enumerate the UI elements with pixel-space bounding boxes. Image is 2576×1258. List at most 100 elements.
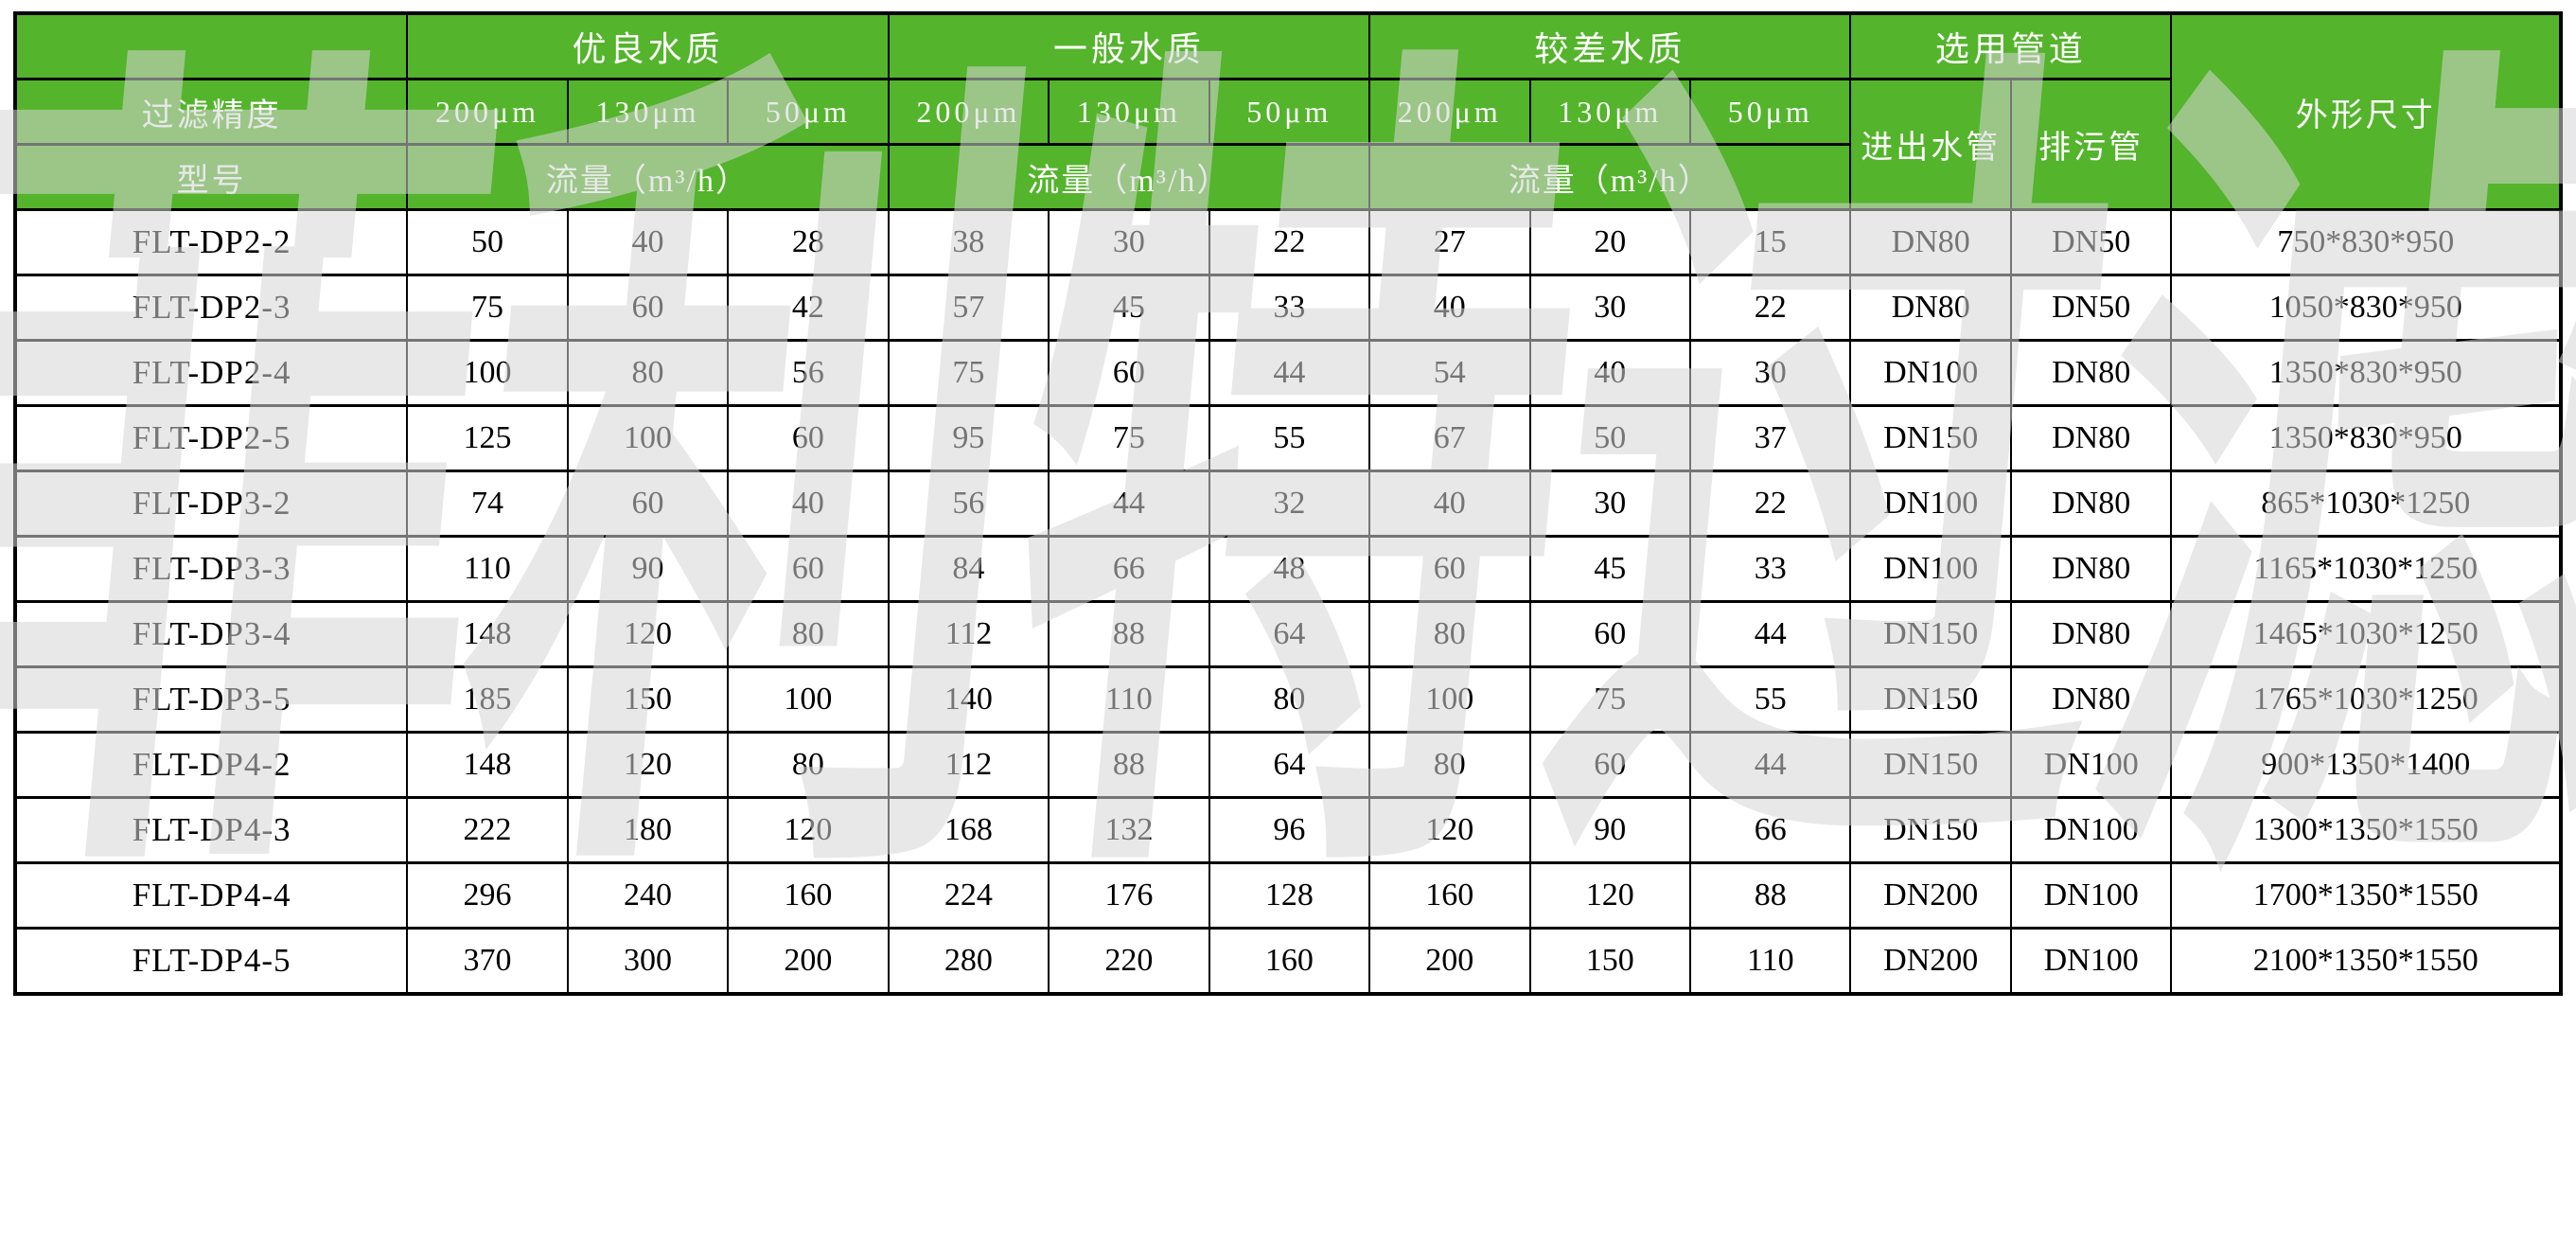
table-row: FLT-DP2-2 50 40 28 38 30 22 27 20 15 DN80 DN50 750*8… xyxy=(13,208,2562,276)
flow-cell: 120 xyxy=(566,600,730,668)
flow-cell: 80 xyxy=(566,339,730,407)
flow-cell: 44 xyxy=(1048,470,1210,538)
table-row: FLT-DP3-3 110 90 60 84 66 48 60 45 33 DN100 DN80 116… xyxy=(13,535,2562,603)
flow-cell: 55 xyxy=(1208,404,1371,472)
header-row-flow: 型号 流量（m³/h） 流量（m³/h） 流量（m³/h） xyxy=(13,143,2561,211)
dimensions-cell: 1165*1030*1250 xyxy=(2170,535,2562,603)
table-row: FLT-DP4-5 370 300 200 280 220 160 200 150 110 DN20… xyxy=(13,927,2562,996)
flow-cell: 90 xyxy=(566,535,730,603)
header-drain-pipe: 排污管 xyxy=(2009,78,2173,211)
table-row: FLT-DP4-3 222 180 120 168 132 96 120 90 66 DN150 DN… xyxy=(13,796,2562,864)
flow-cell: 45 xyxy=(1048,274,1210,342)
flow-cell: 55 xyxy=(1688,665,1852,734)
flow-cell: 176 xyxy=(1048,861,1210,930)
dimensions-cell: 2100*1350*1550 xyxy=(2170,927,2562,996)
header-130um-excellent: 130μm xyxy=(566,78,730,146)
flow-cell: 66 xyxy=(1048,535,1210,603)
flow-cell: 220 xyxy=(1048,927,1210,996)
flow-cell: 33 xyxy=(1688,535,1852,603)
flow-cell: 100 xyxy=(566,404,730,472)
inlet-outlet-pipe-cell: DN150 xyxy=(1849,404,2012,472)
flow-cell: 80 xyxy=(1368,600,1531,668)
header-50um-poor: 50μm xyxy=(1688,78,1852,146)
table-row: FLT-DP2-4 100 80 56 75 60 44 54 40 30 DN100 DN80 135… xyxy=(13,339,2562,407)
flow-cell: 168 xyxy=(887,796,1050,864)
flow-cell: 22 xyxy=(1688,470,1852,538)
inlet-outlet-pipe-cell: DN150 xyxy=(1849,665,2012,734)
flow-cell: 60 xyxy=(1368,535,1531,603)
model-cell: FLT-DP2-3 xyxy=(13,274,409,342)
drain-pipe-cell: DN100 xyxy=(2009,796,2173,864)
flow-cell: 300 xyxy=(566,927,730,996)
flow-cell: 88 xyxy=(1048,600,1210,668)
group-selected-pipes: 选用管道 xyxy=(1849,11,2173,80)
model-cell: FLT-DP3-2 xyxy=(13,470,409,538)
header-130um-poor: 130μm xyxy=(1528,78,1692,146)
flow-cell: 80 xyxy=(1208,665,1371,734)
flow-cell: 56 xyxy=(887,470,1050,538)
header-130um-general: 130μm xyxy=(1048,78,1210,146)
dimensions-cell: 1465*1030*1250 xyxy=(2170,600,2562,668)
table-header: 优良水质 一般水质 较差水质 选用管道 外形尺寸 过滤精度 200μm 130μ… xyxy=(13,11,2562,211)
flow-cell: 112 xyxy=(887,600,1050,668)
inlet-outlet-pipe-cell: DN100 xyxy=(1849,470,2012,538)
flow-cell: 40 xyxy=(1528,339,1692,407)
flow-cell: 57 xyxy=(887,274,1050,342)
flow-cell: 148 xyxy=(406,600,569,668)
header-filter-precision: 过滤精度 xyxy=(13,78,409,146)
flow-cell: 40 xyxy=(1368,274,1531,342)
flow-cell: 27 xyxy=(1368,208,1531,276)
header-model: 型号 xyxy=(13,143,409,211)
flow-cell: 132 xyxy=(1048,796,1210,864)
model-cell: FLT-DP4-2 xyxy=(13,731,409,799)
model-cell: FLT-DP4-5 xyxy=(13,927,409,996)
dimensions-cell: 1765*1030*1250 xyxy=(2170,665,2562,734)
model-cell: FLT-DP4-4 xyxy=(13,861,409,930)
flow-cell: 74 xyxy=(406,470,569,538)
flow-cell: 15 xyxy=(1688,208,1852,276)
flow-cell: 112 xyxy=(887,731,1050,799)
flow-cell: 160 xyxy=(727,861,890,930)
flow-cell: 120 xyxy=(566,731,730,799)
flow-cell: 40 xyxy=(1368,470,1531,538)
flow-cell: 160 xyxy=(1208,927,1371,996)
header-flow-excellent: 流量（m³/h） xyxy=(406,143,890,211)
table-row: FLT-DP3-4 148 120 80 112 88 64 80 60 44 DN150 DN80 1… xyxy=(13,600,2562,668)
flow-cell: 200 xyxy=(727,927,890,996)
dimensions-cell: 1350*830*950 xyxy=(2170,404,2562,472)
flow-cell: 224 xyxy=(887,861,1050,930)
group-general-water: 一般水质 xyxy=(887,11,1371,80)
drain-pipe-cell: DN100 xyxy=(2009,731,2173,799)
inlet-outlet-pipe-cell: DN150 xyxy=(1849,731,2012,799)
table-body: FLT-DP2-2 50 40 28 38 30 22 27 20 15 DN80 DN50 750*8… xyxy=(13,208,2562,996)
flow-cell: 90 xyxy=(1528,796,1692,864)
dimensions-cell: 1700*1350*1550 xyxy=(2170,861,2562,930)
dimensions-cell: 865*1030*1250 xyxy=(2170,470,2562,538)
flow-cell: 75 xyxy=(1528,665,1692,734)
table-row: FLT-DP2-3 75 60 42 57 45 33 40 30 22 DN80 DN50 1050*… xyxy=(13,274,2562,342)
flow-cell: 54 xyxy=(1368,339,1531,407)
drain-pipe-cell: DN80 xyxy=(2009,665,2173,734)
flow-cell: 30 xyxy=(1528,274,1692,342)
header-200um-general: 200μm xyxy=(887,78,1050,146)
header-row-microns: 过滤精度 200μm 130μm 50μm 200μm 130μm 50μm 2… xyxy=(13,78,2561,211)
flow-cell: 140 xyxy=(887,665,1050,734)
model-cell: FLT-DP2-2 xyxy=(13,208,409,276)
flow-cell: 200 xyxy=(1368,927,1531,996)
flow-cell: 45 xyxy=(1528,535,1692,603)
flow-cell: 80 xyxy=(1368,731,1531,799)
table-row: FLT-DP4-2 148 120 80 112 88 64 80 60 44 DN150 DN100… xyxy=(13,731,2562,799)
drain-pipe-cell: DN80 xyxy=(2009,600,2173,668)
flow-cell: 110 xyxy=(1688,927,1852,996)
flow-cell: 120 xyxy=(1528,861,1692,930)
header-flow-general: 流量（m³/h） xyxy=(887,143,1371,211)
drain-pipe-cell: DN80 xyxy=(2009,339,2173,407)
flow-cell: 148 xyxy=(406,731,569,799)
flow-cell: 120 xyxy=(1368,796,1531,864)
model-cell: FLT-DP3-3 xyxy=(13,535,409,603)
dimensions-cell: 1300*1350*1550 xyxy=(2170,796,2562,864)
flow-cell: 120 xyxy=(727,796,890,864)
flow-cell: 66 xyxy=(1688,796,1852,864)
flow-cell: 88 xyxy=(1048,731,1210,799)
flow-cell: 32 xyxy=(1208,470,1371,538)
